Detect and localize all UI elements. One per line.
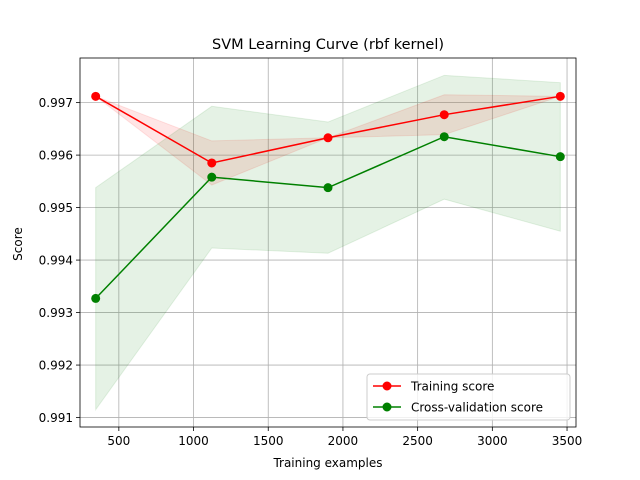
cv-score-point	[555, 152, 565, 162]
x-tick-label: 3500	[552, 434, 583, 448]
x-tick-label: 3000	[477, 434, 508, 448]
x-tick-label: 500	[107, 434, 130, 448]
x-tick-label: 2500	[402, 434, 433, 448]
plot-frame	[79, 57, 577, 428]
y-tick-label: 0.992	[39, 358, 73, 372]
cv-score-point	[207, 172, 217, 182]
y-tick-label: 0.997	[39, 96, 73, 110]
y-tick-label: 0.991	[39, 411, 73, 425]
axis-ticks: 500 1000 1500 2000 2500 3000 3500 0.991 0.992 0.9…	[39, 96, 583, 448]
training-score-point	[323, 133, 333, 143]
y-axis-label: Score	[11, 227, 25, 261]
training-score-point	[91, 91, 101, 101]
y-tick-label: 0.996	[39, 148, 73, 162]
cv-score-point	[91, 293, 101, 303]
legend-training-score-label: Training score	[410, 379, 494, 393]
cv-score-point	[323, 183, 333, 193]
x-axis-label: Training examples	[272, 456, 382, 470]
legend-cv-score-marker	[382, 402, 392, 412]
legend-box	[366, 373, 571, 421]
y-tick-label: 0.995	[39, 201, 73, 215]
y-tick-label: 0.993	[39, 306, 73, 320]
y-tick-label: 0.994	[39, 253, 73, 267]
x-tick-label: 1500	[253, 434, 284, 448]
series-lines	[91, 91, 565, 303]
legend-training-score-marker	[382, 381, 392, 391]
legend-cv-score-label: Cross-validation score	[411, 400, 543, 414]
training-score-point	[207, 158, 217, 168]
training-score-point	[439, 110, 449, 120]
legend: Training score Cross-validation score	[366, 373, 571, 421]
x-tick-label: 2000	[328, 434, 359, 448]
x-tick-label: 1000	[178, 434, 209, 448]
training-score-point	[555, 91, 565, 101]
chart-title: SVM Learning Curve (rbf kernel)	[212, 37, 444, 53]
cv-score-point	[439, 132, 449, 142]
grid	[80, 58, 576, 427]
